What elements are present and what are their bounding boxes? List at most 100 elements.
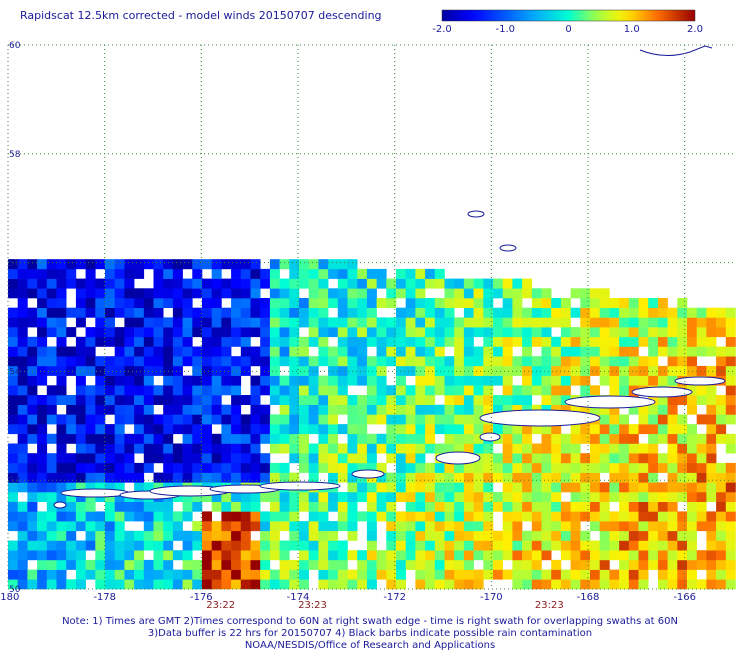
wind-cell xyxy=(269,521,280,532)
wind-cell xyxy=(580,511,591,522)
wind-cell xyxy=(56,365,67,376)
wind-cell xyxy=(46,414,57,425)
wind-cell xyxy=(425,540,436,551)
wind-cell xyxy=(299,395,309,405)
wind-cell xyxy=(153,540,164,551)
wind-cell xyxy=(124,259,135,270)
wind-cell xyxy=(483,540,494,551)
wind-cell xyxy=(289,278,300,289)
wind-cell xyxy=(454,336,465,347)
wind-cell xyxy=(405,433,416,444)
island xyxy=(499,244,517,252)
wind-cell xyxy=(182,385,193,396)
wind-cell xyxy=(493,346,503,357)
wind-cell xyxy=(105,453,115,464)
wind-cell xyxy=(124,327,135,338)
wind-cell xyxy=(250,472,261,483)
wind-cell xyxy=(716,550,727,561)
wind-cell xyxy=(114,511,125,522)
wind-cell xyxy=(541,540,552,551)
wind-cell xyxy=(337,462,348,473)
wind-cell xyxy=(124,317,135,328)
wind-cell xyxy=(522,462,533,473)
wind-cell xyxy=(289,579,300,590)
wind-cell xyxy=(240,521,251,532)
wind-cell xyxy=(657,414,668,425)
wind-cell xyxy=(8,559,18,570)
wind-cell xyxy=(114,521,125,532)
wind-cell xyxy=(386,472,397,483)
wind-cell xyxy=(17,365,28,376)
wind-cell xyxy=(725,404,736,415)
wind-cell xyxy=(619,559,630,570)
wind-cell xyxy=(531,540,542,551)
wind-cell xyxy=(619,317,630,328)
wind-cell xyxy=(541,346,552,357)
wind-cell xyxy=(425,472,436,483)
wind-cell xyxy=(17,540,28,551)
wind-cell xyxy=(231,414,242,425)
wind-cell xyxy=(221,501,232,512)
wind-cell xyxy=(66,530,77,541)
wind-cell xyxy=(396,472,406,483)
wind-cell xyxy=(376,317,387,328)
wind-cell xyxy=(396,346,406,357)
wind-cell xyxy=(250,404,261,415)
wind-cell xyxy=(114,259,125,270)
wind-cell xyxy=(337,385,348,396)
wind-cell xyxy=(696,559,707,570)
wind-cell xyxy=(143,404,154,415)
wind-cell xyxy=(124,462,135,473)
wind-cell xyxy=(396,433,406,444)
wind-cell xyxy=(308,385,319,396)
wind-cell xyxy=(483,336,494,347)
wind-cell xyxy=(105,424,115,435)
wind-cell xyxy=(541,530,552,541)
wind-cell xyxy=(366,404,377,415)
wind-cell xyxy=(143,511,154,522)
wind-cell xyxy=(638,540,649,551)
wind-cell xyxy=(570,540,581,551)
wind-cell xyxy=(308,317,319,328)
wind-cell xyxy=(366,356,377,367)
wind-cell xyxy=(75,501,86,512)
wind-cell xyxy=(134,433,145,444)
wind-cell xyxy=(687,346,697,357)
wind-cell xyxy=(240,317,251,328)
wind-cell xyxy=(46,433,57,444)
wind-cell xyxy=(357,268,368,279)
wind-cell xyxy=(638,443,649,454)
wind-cell xyxy=(46,492,57,502)
wind-cell xyxy=(434,404,445,415)
wind-cell xyxy=(143,317,154,328)
wind-cell xyxy=(657,395,668,405)
wind-cell xyxy=(357,559,368,570)
wind-cell xyxy=(56,424,67,435)
wind-cell xyxy=(590,482,600,493)
wind-cell xyxy=(677,540,688,551)
wind-cell xyxy=(454,424,465,435)
wind-cell xyxy=(211,395,222,405)
wind-cell xyxy=(677,356,688,367)
wind-cell xyxy=(599,375,610,386)
wind-cell xyxy=(667,540,678,551)
wind-cell xyxy=(114,472,125,483)
wind-cell xyxy=(231,298,242,308)
wind-cell xyxy=(347,336,358,347)
wind-cell xyxy=(56,540,67,551)
wind-cell xyxy=(590,462,600,473)
wind-cell xyxy=(8,540,18,551)
wind-cell xyxy=(541,443,552,454)
wind-cell xyxy=(657,453,668,464)
wind-cell xyxy=(648,443,659,454)
wind-cell xyxy=(512,288,523,299)
wind-cell xyxy=(46,365,57,376)
wind-cell xyxy=(231,569,242,580)
wind-cell xyxy=(560,569,571,580)
wind-cell xyxy=(677,414,688,425)
wind-cell xyxy=(580,288,591,299)
wind-cell xyxy=(299,443,309,454)
wind-cell xyxy=(483,482,494,493)
wind-cell xyxy=(512,404,523,415)
wind-cell xyxy=(590,443,600,454)
